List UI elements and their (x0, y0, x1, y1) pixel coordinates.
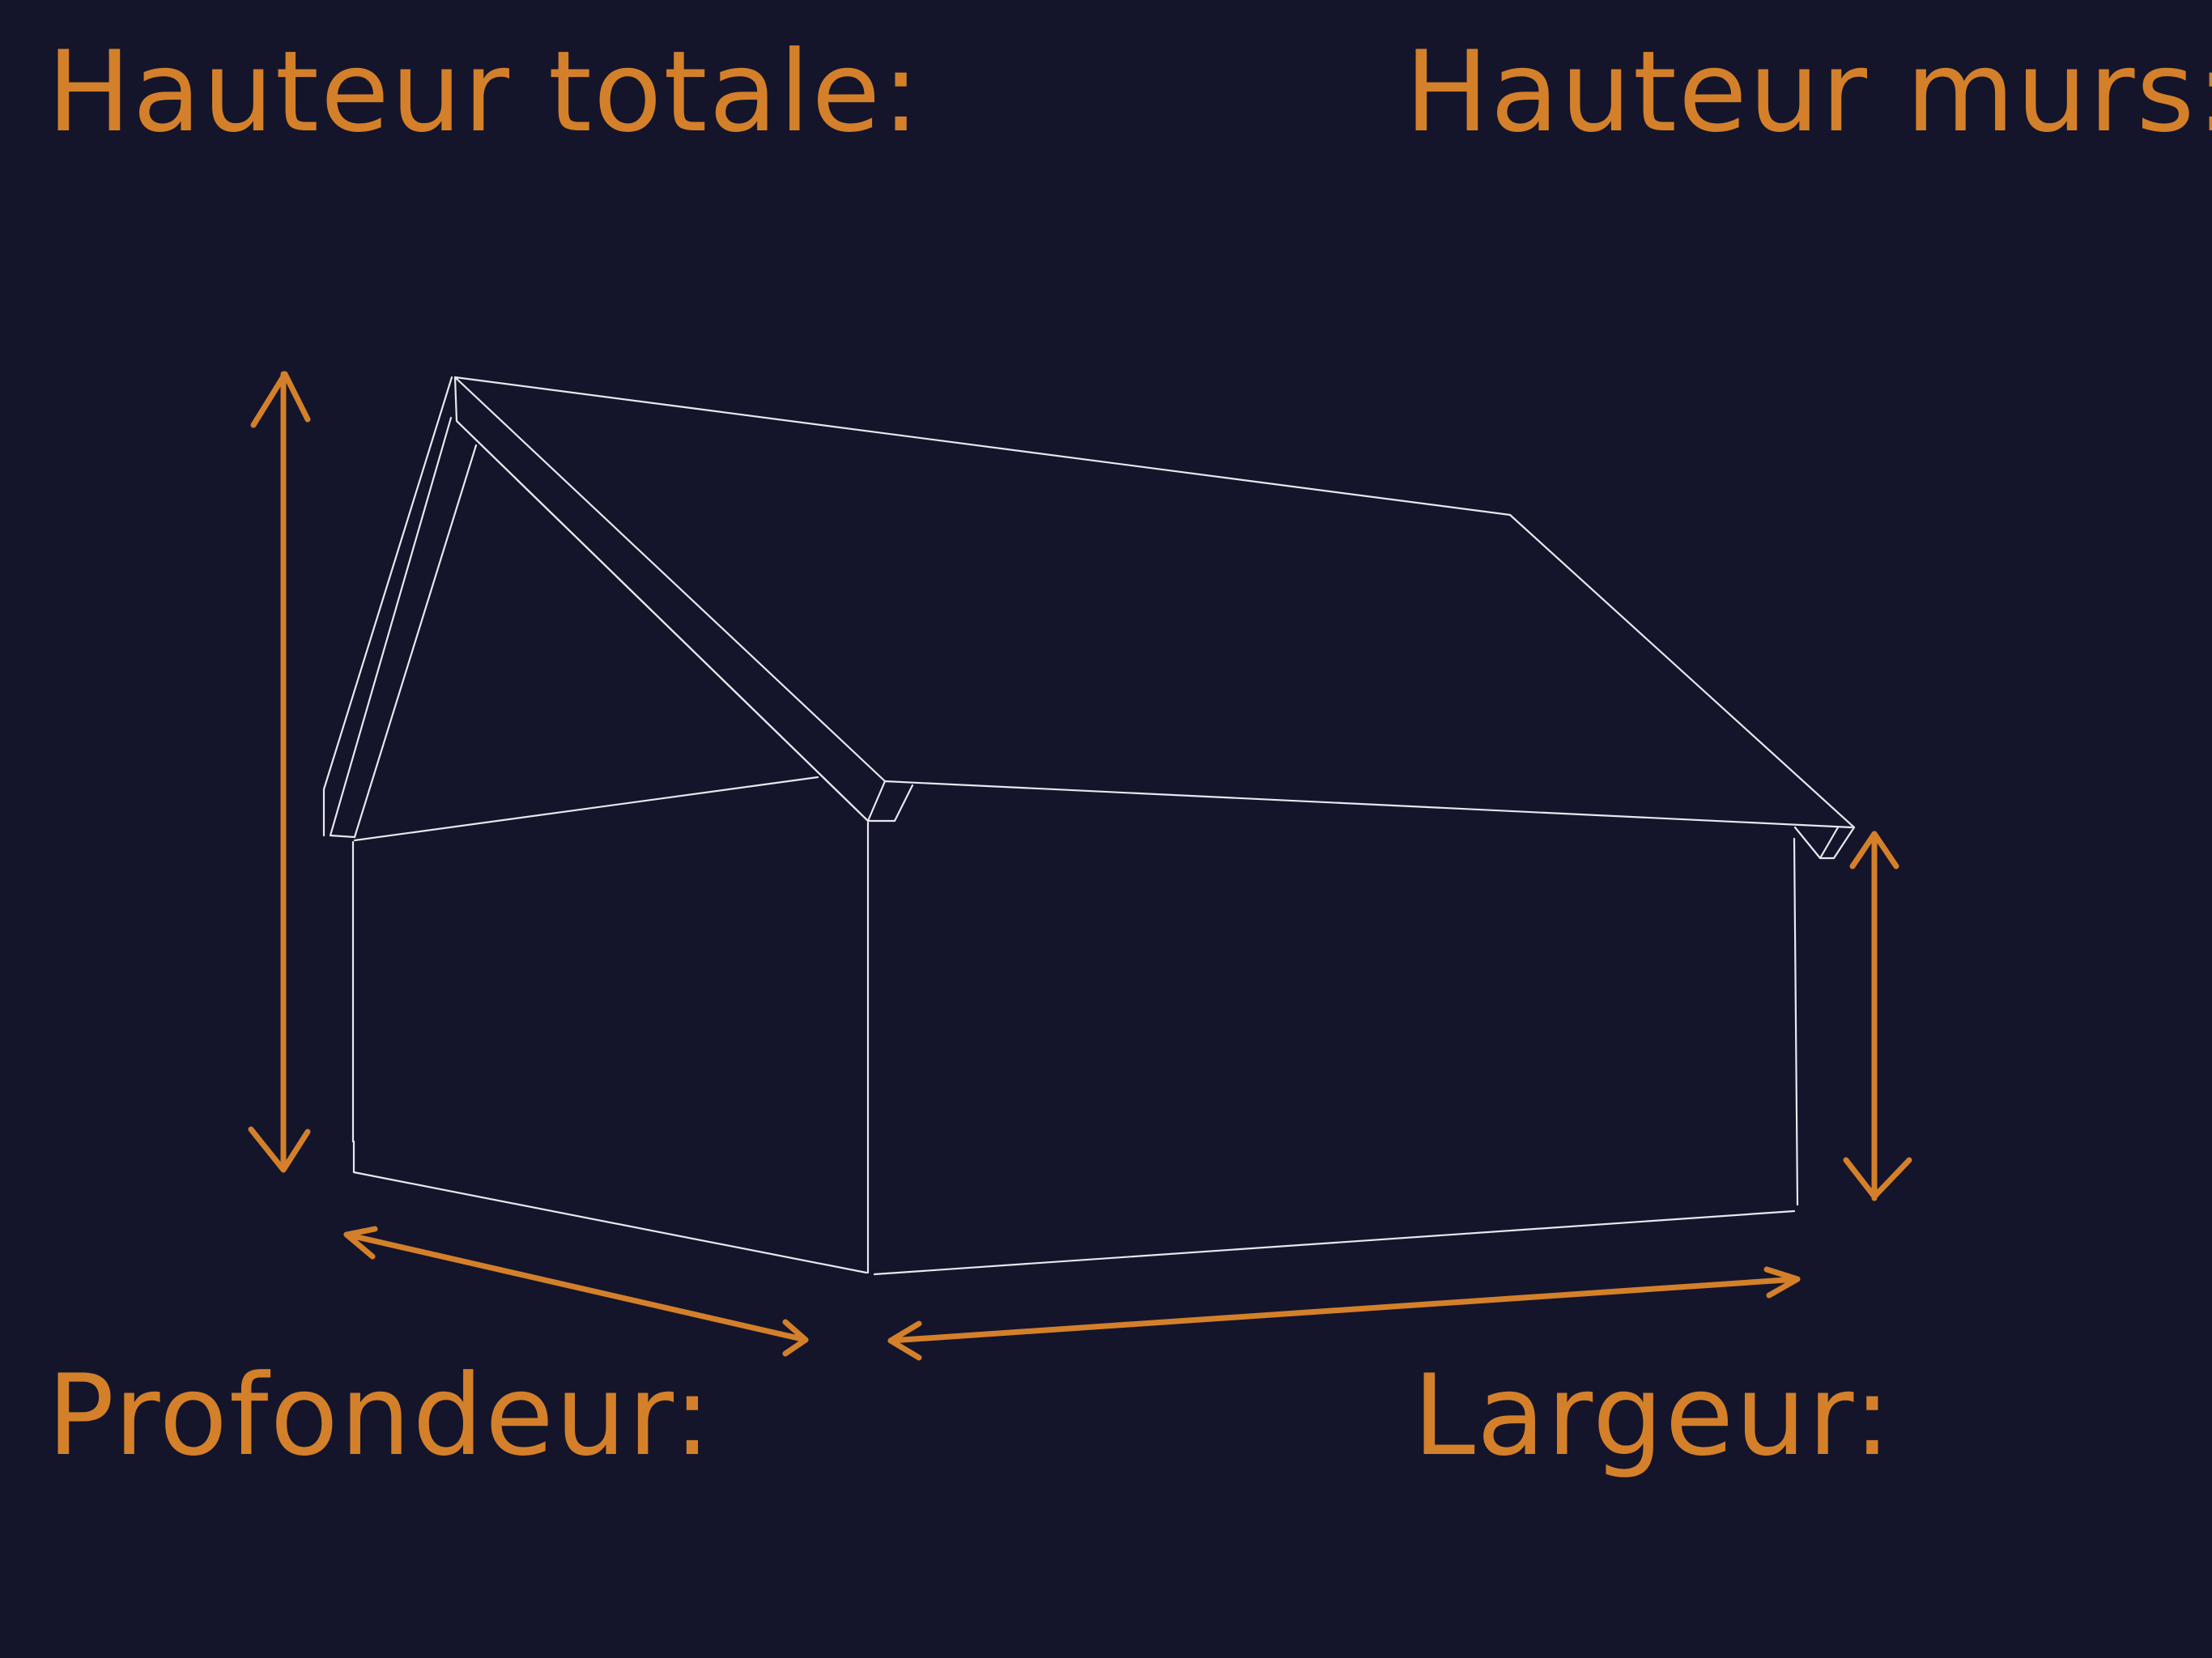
dimension-arrows (248, 371, 1912, 1361)
gable-barge-board (329, 416, 478, 839)
total-height-label: Hauteur totale: (47, 27, 921, 157)
front-eave (883, 780, 1853, 829)
gable-front-strip (453, 376, 887, 823)
width-label: Largeur: (1413, 1350, 1893, 1481)
front-corner-fascia (866, 784, 914, 823)
depth-label: Profondeur: (47, 1350, 713, 1481)
base-right (873, 1209, 1796, 1276)
gable-outer-left-edge (322, 376, 453, 837)
house-wireframe (322, 376, 1856, 1276)
gable-front-strip-inner (455, 419, 870, 823)
wall-height-label: Hauteur murs: (1405, 27, 2212, 157)
gable-eave-line (353, 776, 819, 842)
depth-arrow (343, 1226, 809, 1357)
roof-ridge (453, 376, 1512, 517)
total-height-arrow (248, 371, 311, 1173)
width-arrow (887, 1266, 1801, 1361)
base-left (352, 1140, 868, 1274)
right-fascia (1793, 826, 1856, 860)
right-fascia-inner (1819, 826, 1840, 860)
roof-right-slope (1508, 513, 1856, 829)
wall-height-arrow (1843, 831, 1912, 1201)
right-wall-edge (1793, 837, 1799, 1206)
